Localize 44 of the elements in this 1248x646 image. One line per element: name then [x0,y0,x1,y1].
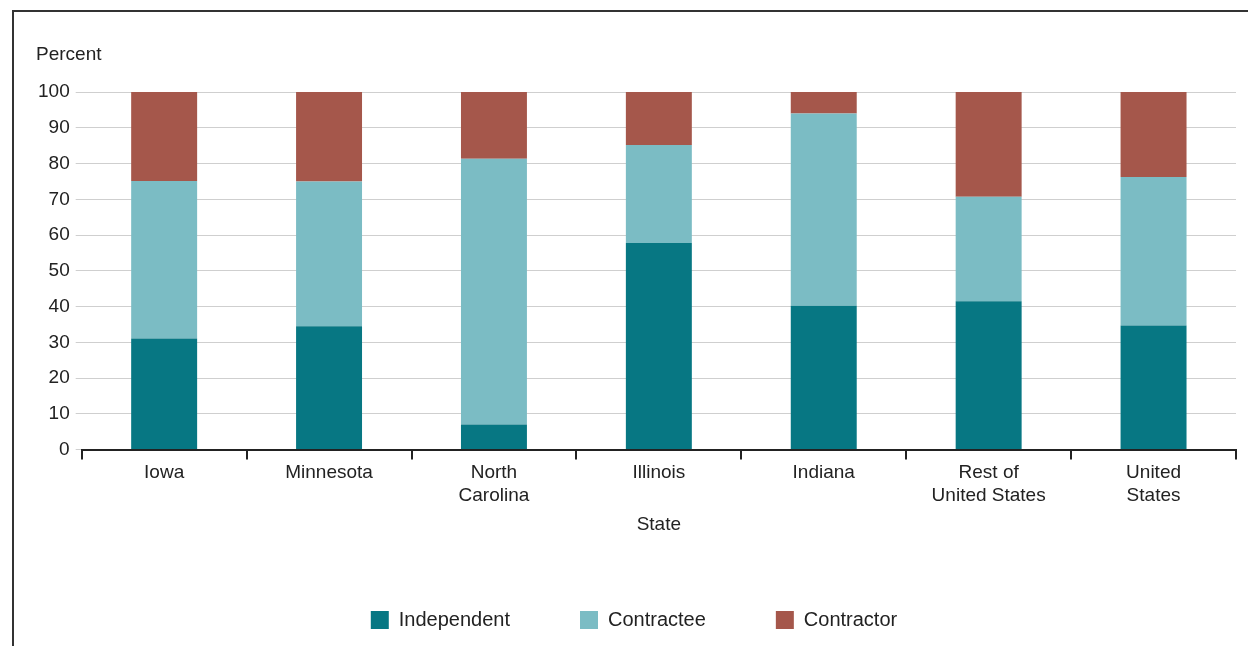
bar [790,305,857,450]
bar [1120,177,1187,326]
bar [955,196,1022,302]
bar [296,92,363,182]
y-tick-label: 50 [48,259,70,281]
y-tick-label: 10 [48,402,70,424]
bar [790,92,857,114]
x-tick-label: Rest of United States [931,461,1046,506]
bar [131,181,198,339]
x-tick-label: Indiana [792,461,856,483]
y-tick-label: 60 [48,223,70,245]
bar [955,301,1022,450]
x-tick-label: Minnesota [285,461,374,483]
legend-label: Independent [398,607,511,630]
legend-label: Contractee [608,607,706,630]
bar [625,144,692,243]
bar [790,113,857,306]
y-tick-label: 40 [48,294,70,316]
x-tick-label: United States [1126,461,1182,506]
x-tick-label: North Carolina [458,461,530,506]
bar [955,92,1022,197]
bar [460,424,527,450]
y-axis-title: Percent [36,42,103,64]
y-tick-label: 90 [48,115,70,137]
x-tick-label: Illinois [632,461,686,483]
bar [1120,325,1187,450]
bar [460,158,527,425]
y-tick-label: 80 [48,151,70,173]
legend-label: Contractor [803,607,898,630]
bar [131,338,198,450]
y-tick-label: 30 [48,330,70,352]
x-axis-title: State [636,512,682,534]
bar [625,92,692,145]
y-tick-label: 70 [48,187,70,209]
bar [625,242,692,450]
bar [460,92,527,159]
bar [296,181,363,327]
x-tick-label: Iowa [144,461,185,483]
y-tick-label: 100 [38,80,70,102]
y-tick-label: 20 [48,366,70,388]
bar [131,92,198,182]
bar [296,326,363,450]
bar [1120,92,1187,178]
y-tick-label: 0 [59,437,70,459]
